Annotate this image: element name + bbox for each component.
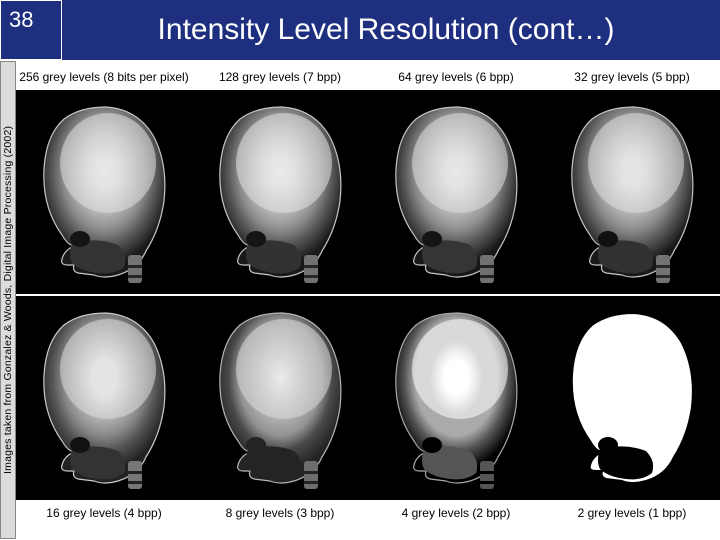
label-4: 4 grey levels (2 bpp)	[368, 506, 544, 526]
skull-32	[544, 90, 720, 294]
label-8: 8 grey levels (3 bpp)	[192, 506, 368, 526]
top-label-row: 256 grey levels (8 bits per pixel) 128 g…	[16, 70, 720, 90]
label-128: 128 grey levels (7 bpp)	[192, 70, 368, 90]
slide-title: Intensity Level Resolution (cont…)	[62, 13, 720, 47]
label-32: 32 grey levels (5 bpp)	[544, 70, 720, 90]
skull-8	[192, 296, 368, 500]
skull-128	[192, 90, 368, 294]
skull-2	[544, 296, 720, 500]
image-credit-sidebar: Images taken from Gonzalez & Woods, Digi…	[0, 61, 16, 539]
header-bar: 38 Intensity Level Resolution (cont…)	[0, 0, 720, 60]
label-256: 256 grey levels (8 bits per pixel)	[16, 70, 192, 90]
skull-64	[368, 90, 544, 294]
slide-number-box: 38	[0, 0, 62, 60]
label-2: 2 grey levels (1 bpp)	[544, 506, 720, 526]
image-grid: 256 grey levels (8 bits per pixel) 128 g…	[16, 70, 720, 540]
skull-4	[368, 296, 544, 500]
label-64: 64 grey levels (6 bpp)	[368, 70, 544, 90]
bottom-label-row: 16 grey levels (4 bpp) 8 grey levels (3 …	[16, 506, 720, 526]
image-row-bottom	[16, 296, 720, 500]
label-16: 16 grey levels (4 bpp)	[16, 506, 192, 526]
image-row-top	[16, 90, 720, 294]
skull-16	[16, 296, 192, 500]
skull-256	[16, 90, 192, 294]
slide-number: 38	[9, 7, 33, 33]
